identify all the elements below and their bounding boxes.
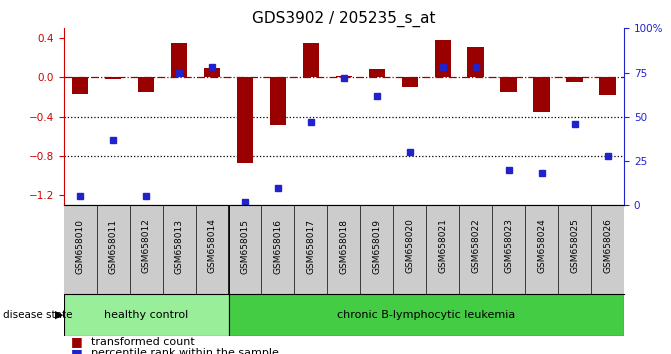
Text: percentile rank within the sample: percentile rank within the sample bbox=[91, 348, 278, 354]
Bar bbox=[138, 78, 154, 92]
Bar bbox=[468, 47, 484, 78]
Text: GSM658010: GSM658010 bbox=[76, 218, 85, 274]
Title: GDS3902 / 205235_s_at: GDS3902 / 205235_s_at bbox=[252, 11, 435, 27]
Text: GSM658020: GSM658020 bbox=[405, 218, 414, 274]
Text: GSM658017: GSM658017 bbox=[307, 218, 315, 274]
Text: GSM658011: GSM658011 bbox=[109, 218, 117, 274]
Text: GSM658015: GSM658015 bbox=[240, 218, 250, 274]
Bar bbox=[401, 78, 418, 87]
Text: transformed count: transformed count bbox=[91, 337, 195, 347]
Text: GSM658025: GSM658025 bbox=[570, 218, 579, 274]
Text: GSM658019: GSM658019 bbox=[372, 218, 381, 274]
Text: GSM658023: GSM658023 bbox=[504, 218, 513, 274]
Bar bbox=[237, 78, 253, 163]
Bar bbox=[599, 78, 616, 95]
Text: GSM658024: GSM658024 bbox=[537, 218, 546, 273]
Bar bbox=[368, 69, 385, 78]
Bar bbox=[501, 78, 517, 92]
Text: GSM658014: GSM658014 bbox=[207, 218, 217, 274]
Bar bbox=[566, 78, 583, 82]
Text: healthy control: healthy control bbox=[104, 310, 189, 320]
Text: GSM658016: GSM658016 bbox=[274, 218, 282, 274]
Text: chronic B-lymphocytic leukemia: chronic B-lymphocytic leukemia bbox=[337, 310, 515, 320]
Bar bbox=[435, 40, 451, 78]
Bar bbox=[204, 68, 220, 78]
Bar bbox=[105, 78, 121, 79]
Text: GSM658012: GSM658012 bbox=[142, 218, 151, 274]
Text: GSM658022: GSM658022 bbox=[471, 218, 480, 273]
Text: GSM658013: GSM658013 bbox=[174, 218, 184, 274]
Text: ■: ■ bbox=[70, 347, 83, 354]
Bar bbox=[229, 294, 624, 336]
Bar bbox=[303, 43, 319, 78]
Bar bbox=[171, 43, 187, 78]
Bar bbox=[270, 78, 287, 125]
Text: ▶: ▶ bbox=[55, 310, 64, 320]
Bar bbox=[72, 78, 89, 94]
Bar bbox=[64, 294, 229, 336]
Text: disease state: disease state bbox=[3, 310, 73, 320]
Bar bbox=[533, 78, 550, 112]
Bar bbox=[336, 75, 352, 78]
Text: GSM658021: GSM658021 bbox=[438, 218, 448, 274]
Text: GSM658026: GSM658026 bbox=[603, 218, 612, 274]
Text: GSM658018: GSM658018 bbox=[340, 218, 348, 274]
Text: ■: ■ bbox=[70, 335, 83, 348]
